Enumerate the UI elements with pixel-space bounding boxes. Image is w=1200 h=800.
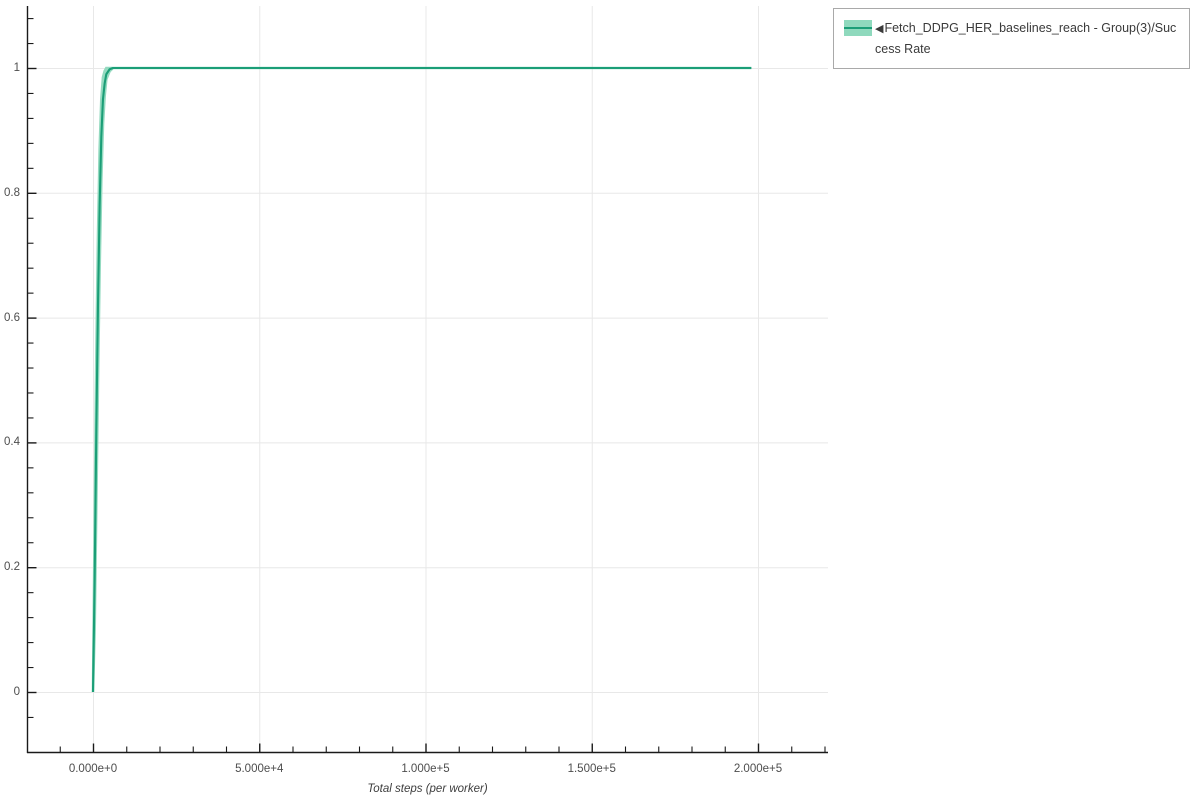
horizontal-gridlines: [28, 68, 828, 693]
legend-line-swatch: [844, 27, 872, 29]
legend-label: ◀Fetch_DDPG_HER_baselines_reach - Group(…: [875, 18, 1181, 59]
series-line-success-rate[interactable]: [91, 66, 752, 693]
y-tick-label: 0.2: [4, 561, 20, 574]
y-tick-label: 0.6: [4, 311, 20, 324]
y-tick-label: 1: [13, 62, 20, 74]
y-tick-label: 0.8: [4, 186, 20, 199]
legend-color-swatch: [844, 20, 872, 36]
left-triangle-icon: ◀: [875, 23, 884, 35]
x-tick-label: 5.000e+4: [235, 763, 284, 775]
legend[interactable]: ◀Fetch_DDPG_HER_baselines_reach - Group(…: [833, 8, 1190, 69]
y-tick-label: 0: [13, 686, 20, 698]
x-tick-label: 2.000e+5: [733, 763, 783, 775]
confidence-band: [91, 66, 752, 693]
x-axis-title: Total steps (per worker): [367, 783, 488, 795]
x-tick-label: 1.500e+5: [567, 763, 616, 775]
vertical-gridlines: [93, 6, 759, 752]
x-axis-ticks: [59, 743, 826, 753]
legend-item-success-rate[interactable]: ◀Fetch_DDPG_HER_baselines_reach - Group(…: [844, 18, 1181, 59]
legend-label-text: Fetch_DDPG_HER_baselines_reach - Group(3…: [875, 21, 1177, 56]
x-tick-label: 0.000e+0: [68, 763, 118, 775]
y-axis-ticks: [27, 18, 37, 719]
x-tick-label: 1.000e+5: [401, 763, 450, 775]
y-tick-label: 0.4: [4, 436, 20, 449]
